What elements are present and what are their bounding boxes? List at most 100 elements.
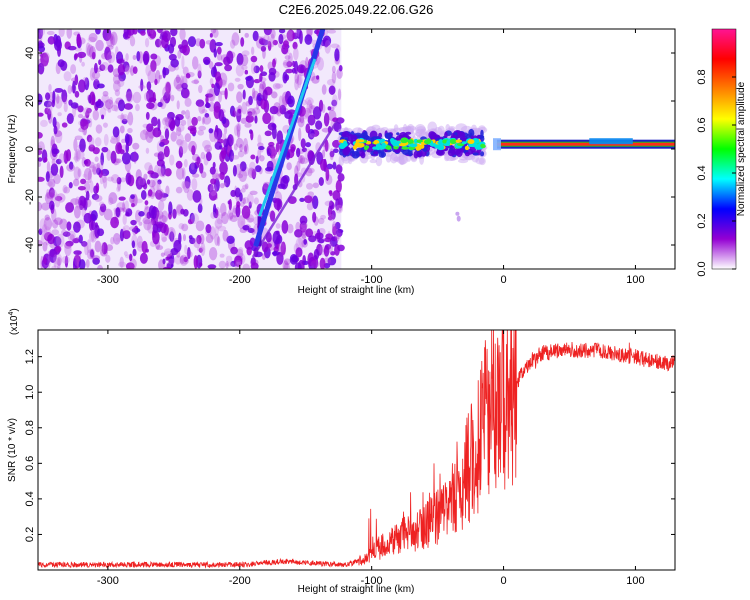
band-blob (350, 134, 358, 142)
noise-blob (214, 218, 223, 229)
noise-blob (271, 125, 277, 140)
noise-blob (222, 133, 227, 146)
noise-blob (48, 187, 55, 198)
noise-blob (174, 116, 181, 127)
noise-blob (269, 210, 276, 222)
noise-blob (50, 135, 55, 148)
noise-blob (59, 165, 64, 178)
noise-blob (170, 58, 179, 68)
noise-blob (65, 202, 75, 213)
noise-blob (117, 78, 125, 87)
band-hot-blob (385, 145, 392, 150)
noise-blob (89, 67, 96, 81)
x-tick-label: -200 (229, 274, 251, 286)
noise-blob (90, 227, 95, 242)
noise-blob (253, 78, 261, 84)
noise-blob (335, 204, 344, 214)
noise-blob (239, 201, 245, 207)
noise-blob (100, 152, 105, 166)
noise-blob (62, 231, 71, 237)
noise-blob (192, 56, 199, 70)
noise-blob (41, 223, 48, 238)
noise-blob (93, 62, 98, 74)
y-tick-label: 40 (24, 47, 36, 59)
noise-blob (58, 29, 65, 38)
noise-blob (278, 241, 285, 253)
noise-blob (321, 127, 331, 133)
noise-blob (73, 138, 78, 152)
noise-blob (143, 173, 148, 180)
noise-blob (335, 179, 342, 193)
noise-blob (157, 101, 163, 108)
noise-blob (242, 197, 246, 205)
noise-blob (123, 29, 129, 39)
noise-blob (308, 103, 314, 114)
noise-blob (138, 84, 146, 90)
noise-blob (41, 202, 50, 211)
noise-blob (293, 47, 299, 61)
noise-blob (250, 129, 254, 141)
noise-blob (195, 99, 205, 107)
noise-blob (46, 30, 55, 36)
noise-blob (54, 217, 63, 225)
noise-blob (332, 190, 341, 201)
noise-blob (45, 171, 50, 183)
stray-blob (456, 215, 461, 222)
noise-blob (100, 61, 110, 71)
noise-blob (272, 39, 278, 46)
noise-blob (241, 101, 248, 115)
band-hot-blob (401, 146, 409, 150)
noise-blob (114, 89, 121, 97)
noise-blob (285, 68, 294, 74)
noise-blob (85, 190, 90, 201)
noise-blob (156, 181, 161, 194)
noise-blob (66, 221, 72, 231)
noise-blob (112, 232, 121, 245)
noise-blob (208, 87, 216, 102)
noise-blob (50, 163, 59, 176)
noise-blob (202, 139, 211, 149)
noise-blob (181, 223, 189, 232)
noise-blob (291, 67, 296, 74)
band-hot-blob (380, 138, 386, 143)
noise-blob (147, 221, 154, 234)
noise-blob (217, 225, 227, 232)
band-hot-blob (392, 141, 400, 147)
noise-blob (183, 180, 190, 194)
noise-blob (85, 42, 91, 56)
noise-blob (158, 259, 166, 269)
noise-blob (131, 227, 141, 233)
noise-blob (157, 166, 165, 177)
noise-blob (187, 246, 191, 260)
noise-blob (324, 139, 329, 152)
noise-blob (296, 160, 301, 172)
noise-blob (193, 237, 201, 249)
noise-blob (196, 246, 205, 252)
noise-blob (150, 53, 158, 60)
noise-blob (110, 216, 120, 229)
noise-blob (38, 112, 44, 117)
noise-blob (254, 115, 258, 124)
noise-blob (70, 198, 80, 205)
noise-blob (288, 52, 293, 65)
band-hot-blob (407, 139, 414, 145)
noise-blob (327, 256, 337, 266)
noise-blob (99, 203, 107, 213)
noise-blob (330, 251, 336, 256)
noise-blob (74, 196, 81, 208)
band-blob (351, 150, 360, 159)
x-tick-label: -100 (361, 575, 383, 587)
noise-blob (82, 173, 87, 178)
noise-blob (263, 182, 270, 190)
band-hot-blob (464, 145, 469, 151)
noise-blob (163, 125, 170, 130)
noise-blob (204, 144, 213, 153)
noise-blob (72, 80, 76, 94)
noise-blob (192, 190, 202, 203)
band-haze (338, 154, 345, 167)
noise-blob (228, 212, 234, 220)
noise-blob (85, 259, 90, 268)
noise-blob (278, 33, 284, 45)
band-hot-blob (449, 138, 457, 144)
noise-blob (132, 91, 142, 104)
